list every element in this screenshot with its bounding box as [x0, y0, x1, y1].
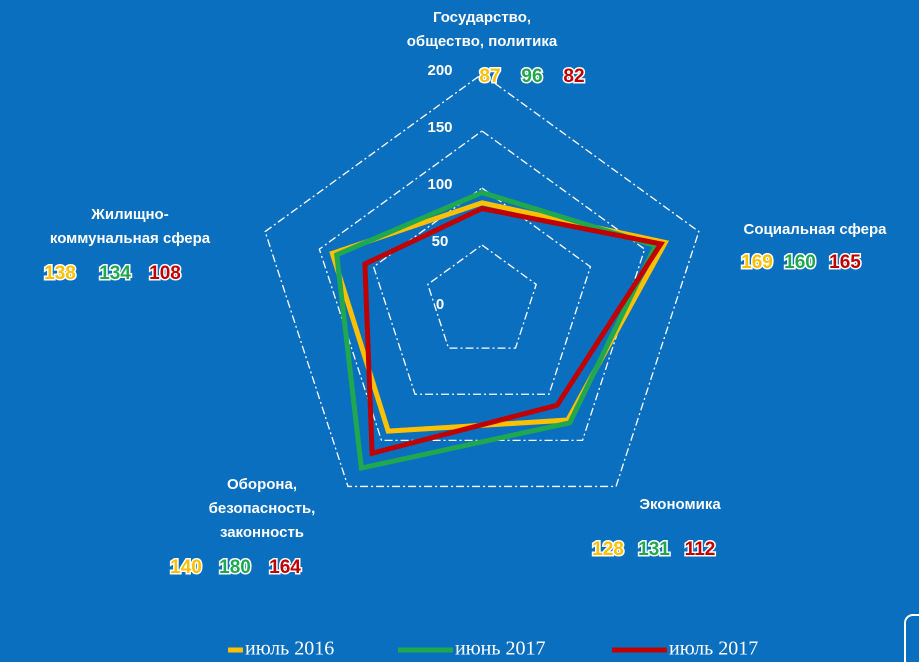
value-label: 131	[638, 539, 670, 560]
value-label: 164	[269, 557, 301, 578]
category-label: Оборона,	[227, 476, 297, 493]
value-label: 138	[44, 263, 76, 284]
category-label: Жилищно-	[90, 206, 168, 223]
category-label: Экономика	[639, 496, 721, 513]
tick-label: 0	[436, 296, 444, 313]
tick-label: 50	[432, 233, 449, 250]
tick-label: 150	[427, 119, 452, 136]
grid-ring	[427, 244, 537, 349]
value-label: 96	[521, 66, 542, 87]
value-label: 169	[741, 252, 773, 273]
category-label: безопасность,	[209, 500, 316, 517]
legend-label: июнь 2017	[455, 638, 545, 660]
tick-label: 100	[427, 176, 452, 193]
value-label: 160	[784, 252, 816, 273]
value-label: 108	[149, 263, 181, 284]
category-label: общество, политика	[407, 33, 558, 50]
tick-label: 200	[427, 62, 452, 79]
value-label: 87	[479, 66, 500, 87]
value-label: 134	[99, 263, 131, 284]
category-label: коммунальная сфера	[50, 230, 211, 247]
value-label: 82	[563, 66, 584, 87]
grid-ring	[264, 73, 700, 488]
category-label: законность	[220, 524, 304, 541]
value-label: 165	[829, 252, 861, 273]
category-label: Государство,	[433, 9, 531, 26]
value-label: 112	[685, 539, 716, 560]
value-label: 128	[592, 539, 624, 560]
legend-label: июль 2017	[669, 638, 758, 660]
legend-label: июль 2016	[245, 638, 334, 660]
value-label: 180	[219, 557, 251, 578]
series-line	[362, 205, 665, 457]
corner-box	[904, 614, 919, 662]
value-label: 140	[170, 557, 202, 578]
category-label: Социальная сфера	[744, 221, 888, 238]
